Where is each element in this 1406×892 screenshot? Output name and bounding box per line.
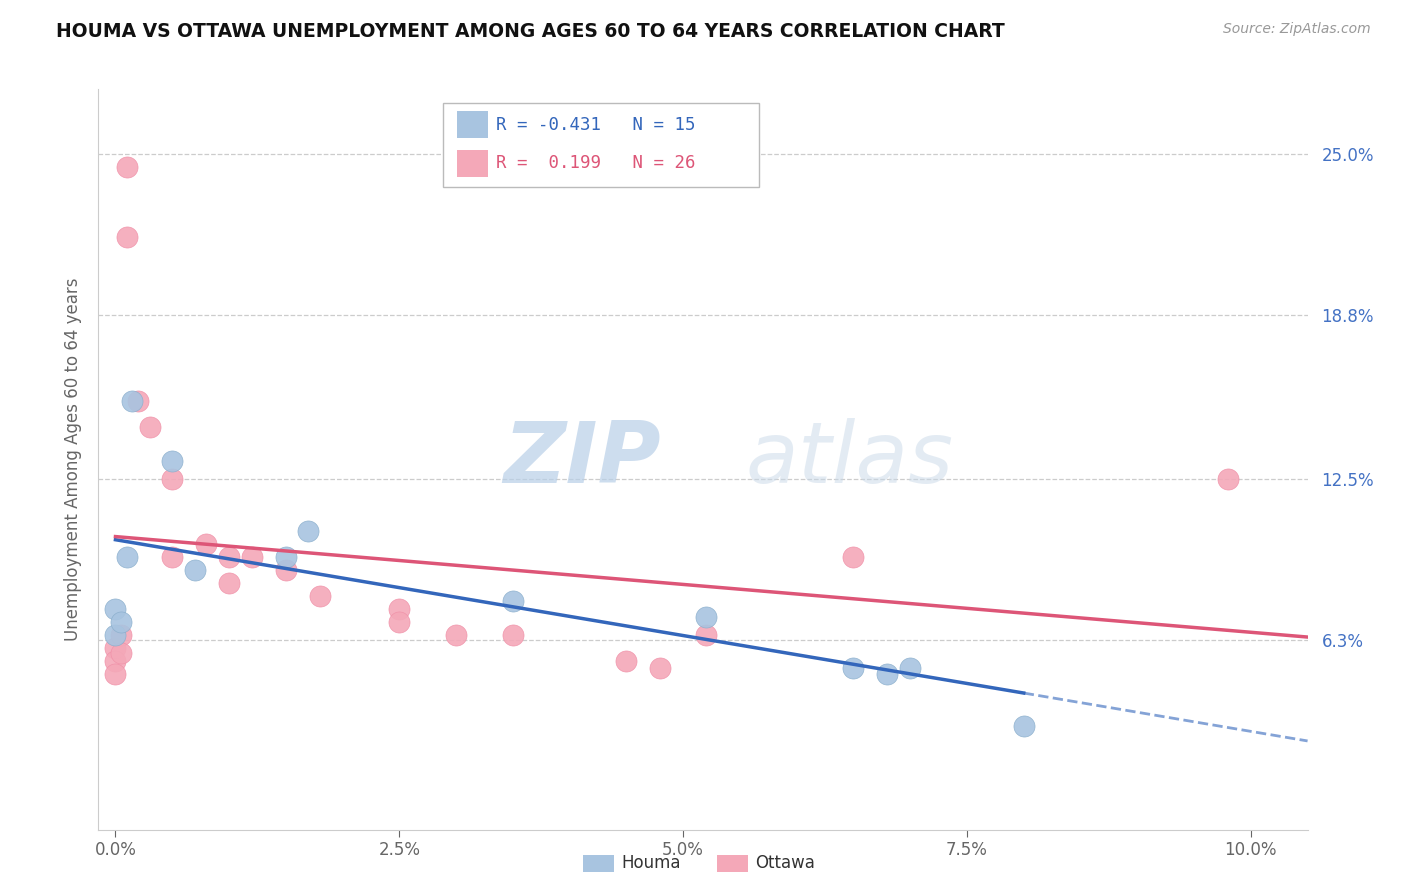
Text: Ottawa: Ottawa (755, 855, 815, 872)
Point (110, 646, 132, 660)
Point (388, 615, 411, 629)
Point (138, 420, 160, 434)
Point (121, 393, 143, 408)
Point (104, 666, 127, 681)
Text: HOUMA VS OTTAWA UNEMPLOYMENT AMONG AGES 60 TO 64 YEARS CORRELATION CHART: HOUMA VS OTTAWA UNEMPLOYMENT AMONG AGES … (56, 22, 1005, 41)
Point (502, 594, 524, 608)
Point (297, 524, 319, 538)
Point (160, 549, 183, 564)
Point (127, 393, 149, 408)
Text: R =  0.199   N = 26: R = 0.199 N = 26 (496, 154, 696, 172)
Text: R = -0.431   N = 15: R = -0.431 N = 15 (496, 116, 696, 134)
Point (110, 615, 132, 629)
Text: Houma: Houma (621, 855, 681, 872)
Point (218, 549, 240, 564)
Point (160, 472, 183, 486)
Y-axis label: Unemployment Among Ages 60 to 64 years: Unemployment Among Ages 60 to 64 years (63, 277, 82, 641)
Point (444, 628, 467, 642)
Point (240, 549, 263, 564)
Point (274, 563, 297, 577)
Point (184, 563, 207, 577)
Point (1216, 472, 1239, 486)
Point (104, 601, 127, 615)
Point (308, 589, 330, 603)
Point (695, 609, 717, 624)
Text: atlas: atlas (745, 417, 953, 501)
Point (115, 160, 138, 174)
Point (614, 654, 637, 668)
Point (104, 654, 127, 668)
Text: Source: ZipAtlas.com: Source: ZipAtlas.com (1223, 22, 1371, 37)
Point (388, 601, 411, 615)
Point (274, 549, 297, 564)
Point (115, 549, 138, 564)
Point (218, 575, 240, 590)
Point (1012, 719, 1035, 733)
Point (195, 537, 218, 551)
Point (842, 661, 865, 675)
Point (110, 628, 132, 642)
Point (115, 230, 138, 244)
Text: ZIP: ZIP (503, 417, 661, 501)
Point (104, 640, 127, 655)
Point (695, 628, 717, 642)
Point (876, 666, 898, 681)
Point (842, 549, 865, 564)
Point (104, 628, 127, 642)
Point (898, 661, 921, 675)
Point (160, 453, 183, 467)
Point (650, 661, 672, 675)
Point (502, 628, 524, 642)
